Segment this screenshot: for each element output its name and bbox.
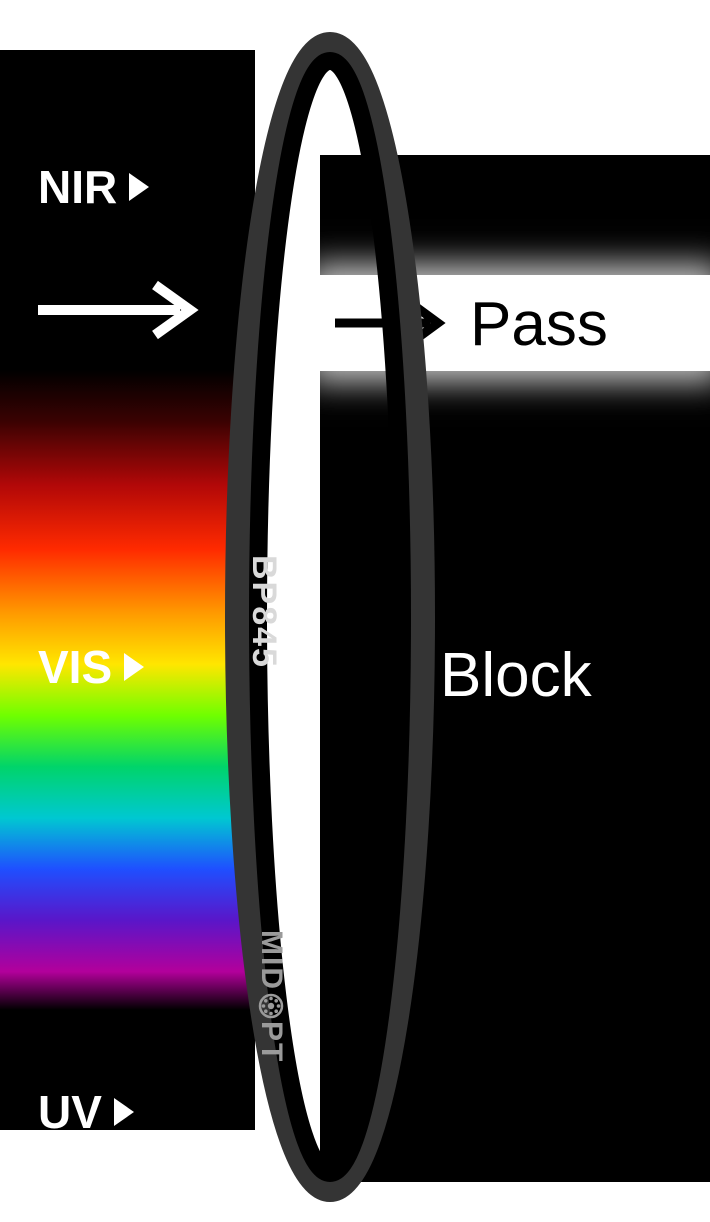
brand-post: PT [254, 1021, 288, 1063]
filter-ring [0, 22, 710, 1222]
brand-label: MID PT [254, 930, 288, 1063]
filter-model-label: BP845 [244, 555, 283, 669]
brand-o-icon [258, 993, 284, 1019]
brand-pre: MID [254, 930, 288, 991]
diagram-stage: Pass Block NIR VIS UV BP845 MID [0, 50, 710, 1130]
